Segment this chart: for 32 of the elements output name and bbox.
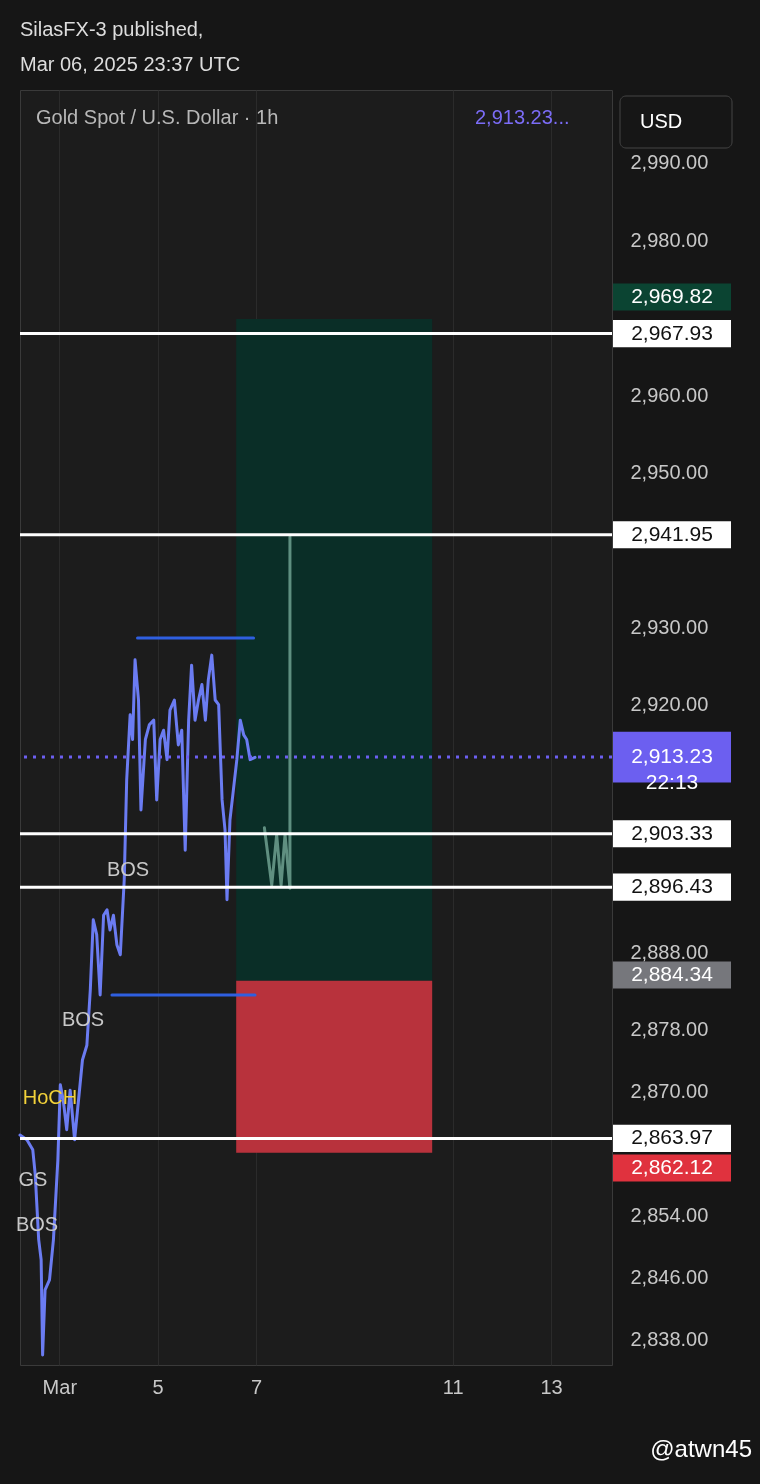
ref-line-label: 2,863.97 xyxy=(631,1125,713,1149)
y-tick-label: 2,980.00 xyxy=(630,228,709,251)
y-tick-label: 2,950.00 xyxy=(630,460,709,483)
text: Mar 06, 2025 23:37 UTC xyxy=(20,53,241,75)
ref-line-label: 2,903.33 xyxy=(631,820,713,844)
text: USD xyxy=(640,110,683,132)
ref-line-label: 2,896.43 xyxy=(631,874,713,898)
y-tick-label: 2,854.00 xyxy=(630,1204,709,1227)
y-tick-label: 2,960.00 xyxy=(630,383,709,406)
text: 2,969.82 xyxy=(631,284,713,307)
y-tick-label: 2,846.00 xyxy=(630,1266,709,1289)
text: @atwn45 xyxy=(650,1435,752,1462)
x-tick-label: Mar xyxy=(42,1375,78,1398)
y-tick-label: 2,920.00 xyxy=(630,693,709,716)
x-tick-label: 5 xyxy=(152,1375,164,1398)
text: 2,862.12 xyxy=(631,1155,713,1178)
y-tick-label: 2,838.00 xyxy=(630,1327,709,1350)
text: Gold Spot / U.S. Dollar · 1h xyxy=(36,106,279,128)
y-tick-label: 2,870.00 xyxy=(630,1080,709,1103)
text: SilasFX-3 published, xyxy=(20,18,204,40)
y-tick-label: 2,878.00 xyxy=(630,1018,709,1041)
ref-line-label: 2,913.23 22:13 xyxy=(631,744,713,794)
y-tick-label: 2,990.00 xyxy=(630,151,709,174)
ref-line-label: 2,967.93 xyxy=(631,320,713,344)
x-tick-label: 13 xyxy=(540,1375,563,1398)
y-tick-label: 2,888.00 xyxy=(630,940,709,963)
x-tick-label: 11 xyxy=(442,1375,464,1398)
ref-line-label: 2,941.95 xyxy=(631,521,713,545)
text: 2,913.23... xyxy=(475,106,570,128)
text: 2,884.34 xyxy=(631,962,714,985)
y-tick-label: 2,930.00 xyxy=(630,615,709,638)
x-tick-label: 7 xyxy=(250,1375,263,1398)
